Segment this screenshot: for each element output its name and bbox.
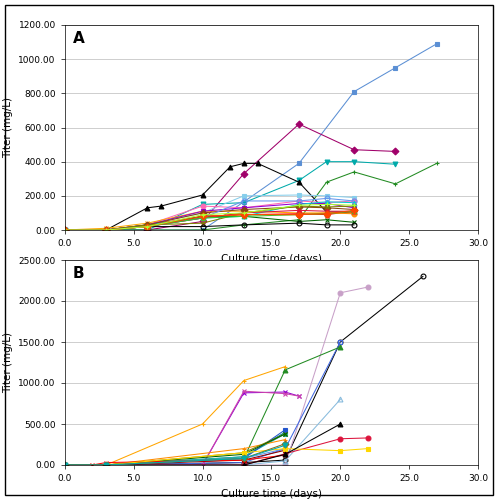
X-axis label: Culture time (days): Culture time (days) bbox=[221, 488, 322, 498]
Y-axis label: Titer (mg/L): Titer (mg/L) bbox=[3, 97, 13, 158]
Text: B: B bbox=[73, 266, 85, 281]
X-axis label: Culture time (days): Culture time (days) bbox=[221, 254, 322, 264]
Y-axis label: Titer (mg/L): Titer (mg/L) bbox=[3, 332, 13, 393]
Text: A: A bbox=[73, 31, 85, 46]
